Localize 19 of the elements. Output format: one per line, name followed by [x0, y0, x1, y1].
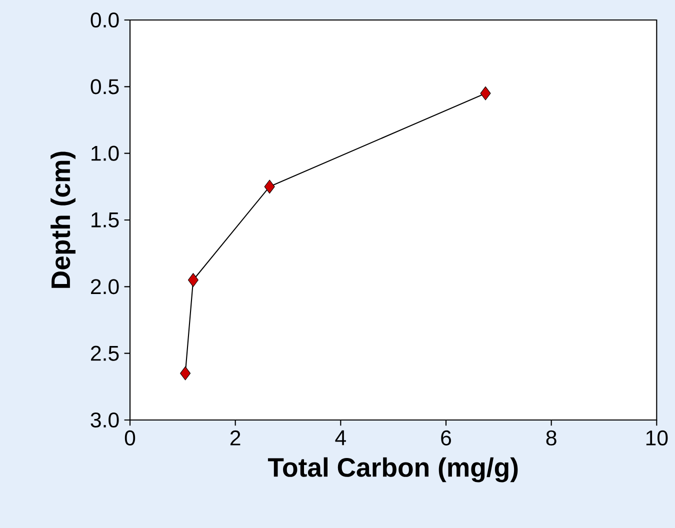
y-tick-label: 1.5 [92, 212, 119, 228]
x-axis-title: Total Carbon (mg/g) [268, 457, 518, 482]
x-tick-label: 6 [441, 430, 451, 446]
x-tick-label: 10 [646, 430, 668, 446]
y-tick-label: 3.0 [90, 412, 119, 428]
point [180, 366, 191, 380]
point [480, 86, 491, 100]
y-tick-label: 0.0 [90, 12, 119, 28]
point [264, 180, 275, 194]
y-tick-label: 2.0 [91, 279, 119, 294]
y-axis-title: Depth (cm) [50, 152, 76, 288]
x-tick-label: 2 [230, 430, 240, 446]
y-tick-label: 1.0 [92, 146, 119, 161]
x-tick-label: 0 [124, 430, 136, 446]
x-tick-label: 4 [335, 430, 346, 446]
y-tick-label: 2.5 [91, 346, 119, 361]
y-tick-label: 0.5 [90, 79, 119, 94]
x-tick-label: 8 [546, 430, 556, 446]
point [188, 273, 198, 287]
